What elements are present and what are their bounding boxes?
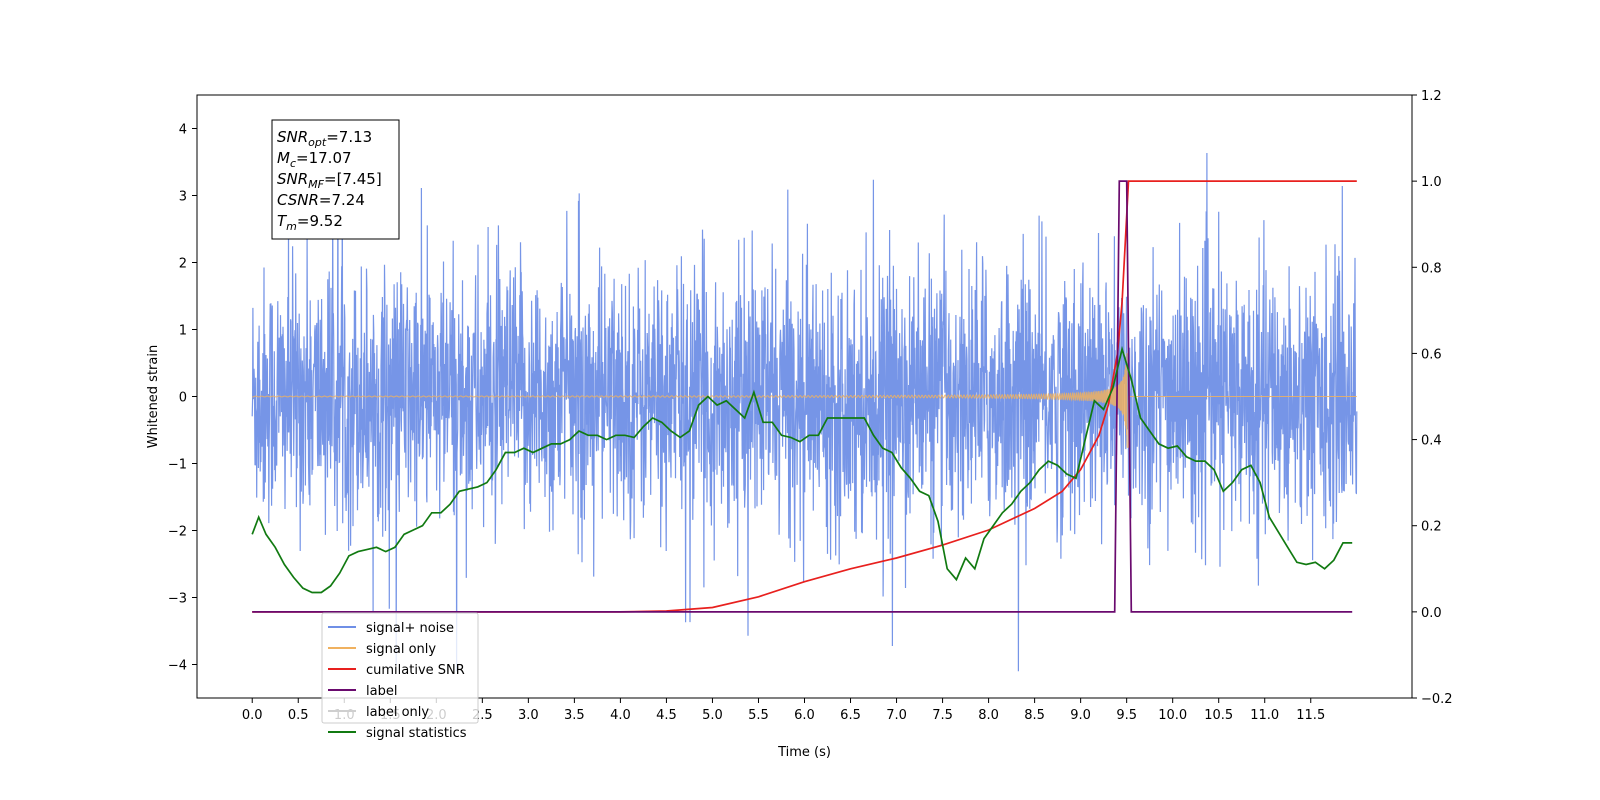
right-y-tick-label: 0.0 (1421, 606, 1442, 621)
legend-label: label (366, 684, 397, 699)
x-tick-label: 0.0 (242, 708, 263, 723)
info-line: CSNR=7.24 (277, 191, 365, 209)
right-y-tick-label: 1.0 (1421, 175, 1442, 190)
signal-noise-line (251, 143, 1358, 672)
x-tick-label: 5.5 (748, 708, 769, 723)
series-line-5 (251, 345, 1353, 594)
x-tick-label: 9.0 (1070, 708, 1091, 723)
left-y-tick-label: 1 (179, 324, 187, 339)
left-y-tick-label: −1 (168, 458, 187, 473)
right-y-tick-label: 1.2 (1421, 89, 1442, 104)
right-y-axis: 1.2 1.0 0.8 0.6 0.4 0.2 0.0 −0.2 (1412, 89, 1453, 707)
x-tick-label: 11.0 (1250, 708, 1279, 723)
legend-label: signal only (366, 642, 436, 657)
x-tick-label: 5.0 (702, 708, 723, 723)
info-line: SNRMF=[7.45] (277, 170, 382, 191)
chirp-series-layer (251, 352, 1357, 448)
right-y-tick-label: −0.2 (1421, 692, 1453, 707)
x-tick-label: 9.5 (1116, 708, 1137, 723)
series-line-2 (252, 180, 1357, 613)
x-tick-label: 8.5 (1024, 708, 1045, 723)
right-y-tick-label: 0.8 (1421, 261, 1442, 276)
legend-label: label only (366, 705, 429, 720)
left-y-tick-label: −2 (168, 525, 187, 540)
left-y-tick-label: 2 (179, 257, 187, 272)
left-y-axis-title: Whitened strain (146, 345, 161, 448)
right-y-tick-label: 0.4 (1421, 434, 1442, 449)
noise-series-layer (251, 143, 1358, 672)
left-y-tick-label: −4 (168, 659, 187, 674)
left-y-tick-label: 3 (179, 190, 187, 205)
legend-label: signal statistics (366, 726, 467, 741)
x-tick-label: 6.0 (794, 708, 815, 723)
x-tick-label: 7.0 (886, 708, 907, 723)
left-y-axis: 4 3 2 1 0 −1 −2 −3 −4 (168, 123, 197, 674)
legend: signal+ noise signal only cumilative SNR la… (321, 612, 479, 741)
info-line: Mc=17.07 (277, 149, 352, 170)
x-tick-label: 11.5 (1296, 708, 1325, 723)
x-tick-label: 7.5 (932, 708, 953, 723)
x-tick-label: 4.5 (656, 708, 677, 723)
x-tick-label: 4.0 (610, 708, 631, 723)
info-box: SNRopt=7.13Mc=17.07SNRMF=[7.45]CSNR=7.24… (271, 119, 400, 240)
x-axis-title: Time (s) (777, 745, 831, 760)
x-tick-label: 3.5 (564, 708, 585, 723)
x-tick-label: 8.0 (978, 708, 999, 723)
line-series-layer (251, 180, 1357, 613)
info-line: Tm=9.52 (277, 212, 343, 233)
series-line-3 (252, 180, 1353, 613)
right-y-tick-label: 0.6 (1421, 347, 1442, 362)
right-y-tick-label: 0.2 (1421, 520, 1442, 535)
legend-frame (321, 612, 479, 724)
info-box-frame (271, 119, 400, 240)
x-tick-label: 10.0 (1158, 708, 1187, 723)
legend-label: cumilative SNR (366, 663, 465, 678)
left-y-tick-label: 0 (179, 391, 187, 406)
left-y-tick-label: −3 (168, 592, 187, 607)
left-y-tick-label: 4 (179, 123, 187, 138)
signal-only-line (251, 352, 1357, 448)
x-tick-label: 3.0 (518, 708, 539, 723)
legend-label: signal+ noise (366, 621, 454, 636)
info-line: SNRopt=7.13 (277, 128, 372, 149)
x-tick-label: 10.5 (1204, 708, 1233, 723)
x-tick-label: 6.5 (840, 708, 861, 723)
x-tick-label: 0.5 (288, 708, 309, 723)
